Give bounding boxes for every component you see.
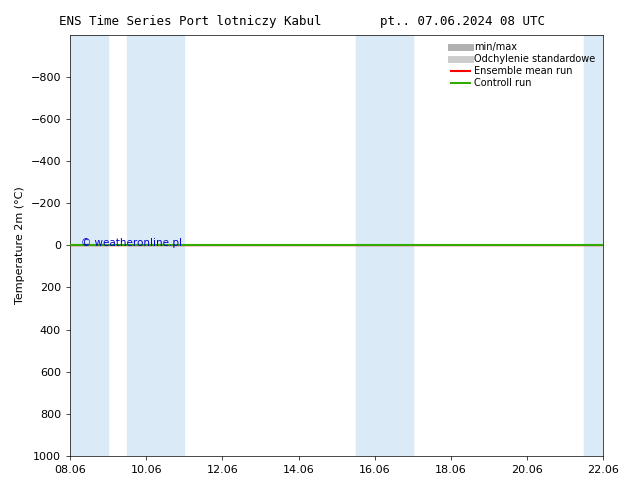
Text: ENS Time Series Port lotniczy Kabul: ENS Time Series Port lotniczy Kabul <box>59 15 321 28</box>
Text: pt.. 07.06.2024 08 UTC: pt.. 07.06.2024 08 UTC <box>380 15 545 28</box>
Bar <box>127 35 184 456</box>
Text: © weatheronline.pl: © weatheronline.pl <box>81 238 182 248</box>
Y-axis label: Temperature 2m (°C): Temperature 2m (°C) <box>15 186 25 304</box>
Bar <box>584 35 603 456</box>
Legend: min/max, Odchylenie standardowe, Ensemble mean run, Controll run: min/max, Odchylenie standardowe, Ensembl… <box>448 40 598 91</box>
Bar <box>356 35 413 456</box>
Bar <box>70 35 108 456</box>
